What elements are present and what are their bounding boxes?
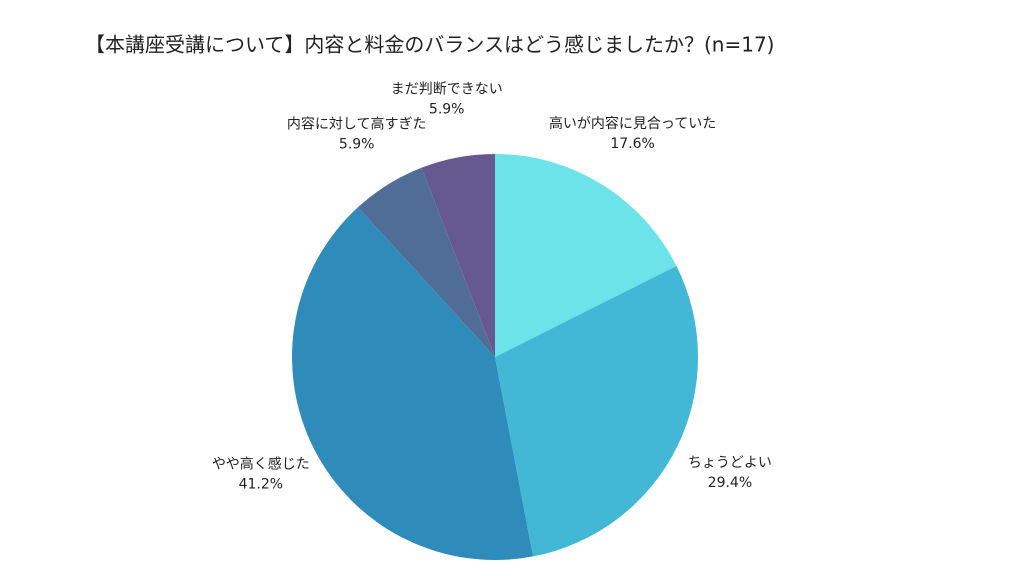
pie-slice bbox=[357, 167, 495, 357]
slice-label: 内容に対して高すぎた bbox=[287, 115, 427, 132]
pie-slice bbox=[495, 265, 698, 557]
slice-value-label: 29.4% bbox=[708, 475, 752, 491]
slice-label: ちょうどよい bbox=[688, 455, 772, 471]
slice-value-label: 17.6% bbox=[610, 136, 654, 152]
slice-value-label: 5.9% bbox=[429, 101, 465, 117]
pie-slice bbox=[495, 154, 677, 357]
chart-title: 【本講座受講について】内容と料金のバランスはどう感じましたか？(n=17) bbox=[85, 33, 775, 57]
slice-value-label: 5.9% bbox=[339, 136, 375, 152]
pie-slice bbox=[291, 207, 534, 560]
slice-label: 高いが内容に見合っていた bbox=[549, 115, 716, 132]
slice-value-label: 41.2% bbox=[239, 476, 283, 492]
pie-slice bbox=[421, 154, 495, 357]
slice-label: やや高く感じた bbox=[212, 455, 310, 472]
slice-label: まだ判断できない bbox=[391, 81, 503, 97]
